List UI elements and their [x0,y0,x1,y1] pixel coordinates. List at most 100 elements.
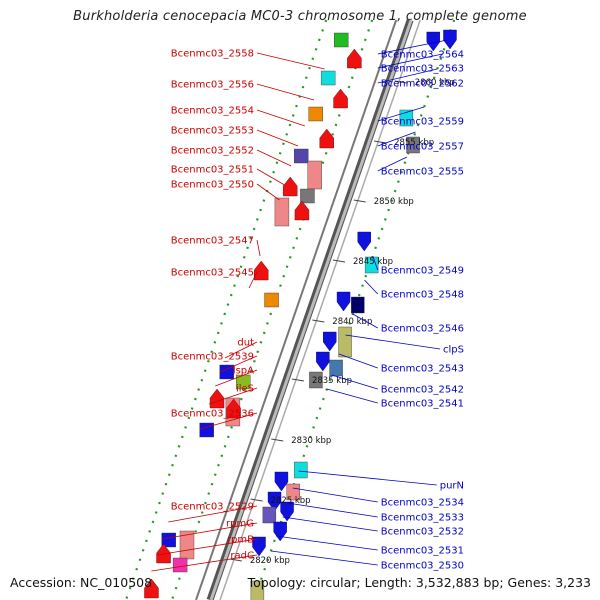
left-leader-line [256,168,285,186]
tick-label: 2860 kbp [415,78,455,88]
right-gene-label: Bcenmc03_2543 [381,364,464,375]
tick-mark [312,319,325,323]
reverse-gene-arrow [273,521,287,542]
backbone-inner [209,19,413,600]
left-gene-label: Bcenmc03_2536 [171,409,254,420]
reverse-gene-arrow [252,536,266,557]
gene-labels: Bcenmc03_2558 Bcenmc03_2556 Bcenmc03_2554 B… [171,49,464,572]
forward-gene-block [320,70,336,86]
forward-gene-block [199,422,214,438]
left-leader-line [200,412,258,430]
right-leader-line [377,39,448,55]
accession-text: Accession: NC_010508 [10,575,153,590]
right-leader-line [276,535,378,551]
reverse-gene-block [329,359,343,377]
left-gene-label: rpmB [227,535,254,546]
left-gene-label: Bcenmc03_2529 [171,502,254,513]
right-gene-label: Bcenmc03_2530 [381,561,464,572]
right-leader-line [364,279,379,295]
left-leader-line [215,369,258,387]
right-gene-label: Bcenmc03_2541 [381,399,464,410]
right-leader-line [377,156,408,172]
right-leader-line [377,106,425,122]
right-gene-label: Bcenmc03_2555 [381,167,464,178]
left-gene-label: lspA [233,366,254,377]
forward-gene-block [161,532,176,548]
right-leader-line [326,388,378,404]
right-leader-line [292,487,378,503]
left-leader-line [256,109,306,127]
left-gene-label: Bcenmc03_2552 [171,146,254,157]
right-gene-label: Bcenmc03_2548 [381,290,464,301]
tick-label: 2830 kbp [291,436,331,446]
label-leader-lines [151,39,448,572]
left-gene-label: Bcenmc03_2547 [171,236,254,247]
reverse-gene-block [250,580,265,600]
tick-mark [332,259,346,263]
left-leader-line [256,83,315,101]
left-leader-line [256,129,299,147]
reverse-gene-arrow [323,331,337,352]
tick-mark [394,80,407,84]
reverse-gene-block [286,483,300,501]
right-gene-label: Bcenmc03_2534 [381,498,464,509]
left-gene-label: Bcenmc03_2551 [171,165,254,176]
left-gene-label: Bcenmc03_2550 [171,180,254,191]
left-gene-label: Bcenmc03_2558 [171,49,254,60]
right-gene-label: Bcenmc03_2563 [381,64,464,75]
tick-label: 2820 kbp [250,556,290,566]
tick-mark [291,378,305,382]
right-gene-label: Bcenmc03_2532 [381,527,464,538]
forward-gene-block [308,106,323,122]
tick-label: 2840 kbp [332,317,372,327]
right-leader-line [270,550,378,566]
left-gene-label: Bcenmc03_2539 [171,352,254,363]
left-leader-line [219,355,258,373]
forward-gene-arrow [294,200,310,221]
forward-gene-block [307,160,322,190]
left-leader-line [248,271,258,289]
reverse-gene-arrow [426,31,440,52]
tick-label: 2855 kbp [394,138,434,148]
right-leader-line [345,334,441,350]
forward-gene-arrow [333,88,348,109]
reverse-gene-block [338,326,352,358]
right-leader-line [372,255,379,271]
left-leader-line [162,522,258,540]
reverse-gene-arrow [274,471,289,492]
tick-mark [373,140,387,144]
left-gene-label: dut [237,338,254,349]
forward-gene-arrow [347,48,362,69]
left-leader-line [168,505,258,523]
reverse-gene-block [351,296,365,314]
forward-gene-block [219,364,234,380]
right-gene-label: Bcenmc03_2564 [381,50,464,61]
left-leader-line [256,183,280,201]
right-gene-label: clpS [443,345,464,356]
tick-label: 2825 kbp [271,496,311,506]
left-gene-label: Bcenmc03_2553 [171,126,254,137]
tick-mark [353,199,366,203]
right-gene-label: Bcenmc03_2546 [381,324,464,335]
right-leader-line [352,313,378,329]
right-gene-label: Bcenmc03_2533 [381,513,464,524]
topology-text: Topology: circular; Length: 3,532,883 bp… [247,575,591,590]
left-gene-label: Bcenmc03_2556 [171,80,254,91]
map-title: Burkholderia cenocepacia MC0-3 chromosom… [73,9,527,24]
reverse-gene-arrow [280,501,294,522]
left-leader-line [224,341,258,359]
left-leader-line [156,538,258,556]
left-gene-label: rpmG [226,519,254,530]
reverse-gene-arrow [267,491,282,512]
forward-gene-block [264,292,279,308]
reverse-gene-block [309,371,323,389]
tick-label: 2835 kbp [312,376,352,386]
left-leader-line [208,387,258,405]
tick-mark [229,558,242,562]
forward-gene-arrow [144,578,159,599]
tick-label: 2850 kbp [374,197,414,207]
left-gene-label: radC [230,551,254,562]
forward-gene-block [334,32,349,48]
track-guide-left [170,19,374,600]
